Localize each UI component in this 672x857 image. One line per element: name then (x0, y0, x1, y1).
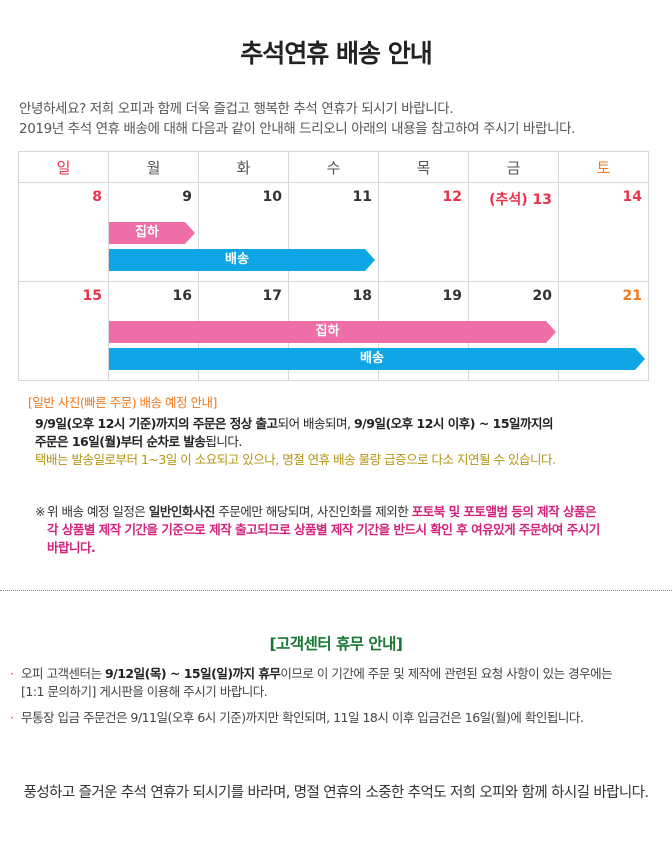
text-segment: 각 상품별 제작 기간을 기준으로 제작 출고되므로 (47, 522, 294, 537)
text-segment: 되어 배송되며, (277, 416, 354, 431)
intro-text: 안녕하세요? 저희 오피과 함께 더욱 즐겁고 행복한 추석 연휴가 되시기 바… (19, 99, 575, 139)
text-segment: 위 배송 예정 일정은 (47, 504, 149, 519)
day-number: 9 (182, 189, 192, 205)
day-cell: 8 (18, 182, 109, 282)
day-number: 15 (82, 288, 102, 304)
list-item: · 오피 고객센터는 9/12일(목) ~ 15일(일)까지 휴무이므로 이 기… (10, 665, 613, 701)
text-segment: 주문은 16일(월)부터 순차로 발송 (35, 434, 206, 449)
day-number: 19 (442, 288, 462, 304)
text-segment: 주문에만 해당되며, 사진인화를 제외한 (214, 504, 412, 519)
delivery-bar-week1: 배송 (109, 249, 375, 271)
note-mark: ※ (35, 504, 45, 519)
text-segment: 9/9일(오후 12시 이후) ~ 15일까지의 (353, 416, 554, 431)
weekday-wed: 수 (288, 151, 379, 183)
production-note: ※ 위 배송 예정 일정은 일반인화사진 주문에만 해당되며, 사진인화를 제외한… (35, 503, 635, 557)
text-segment: 9/9일(오후 12시 기준)까지의 주문은 (35, 416, 230, 431)
day-number: 16 (172, 288, 192, 304)
general-delivery-line-1: 9/9일(오후 12시 기준)까지의 주문은 정상 출고되어 배송되며, 9/9… (28, 415, 555, 433)
text-segment: 9/12일(목) ~ 15일(일)까지 휴무 (104, 666, 281, 681)
weekday-mon: 월 (108, 151, 199, 183)
note-line-2: 각 상품별 제작 기간을 기준으로 제작 출고되므로 상품별 제작 기간을 반드… (35, 521, 635, 539)
pickup-bar-week1: 집하 (109, 222, 195, 244)
customer-center-title: [고객센터 휴무 안내] (269, 635, 403, 653)
day-number: 21 (622, 288, 642, 304)
text-segment: 오피 고객센터는 (21, 666, 105, 681)
text-segment: 무통장 입금 주문건은 9/11일(오후 6시 기준)까지만 확인되며, 11일… (21, 710, 584, 725)
day-number: 18 (352, 288, 372, 304)
day-number: 10 (262, 189, 282, 205)
day-number: 20 (532, 288, 552, 304)
day-cell: 14 (558, 182, 649, 282)
delivery-bar-week2: 배송 (109, 348, 645, 370)
day-number: 11 (352, 189, 372, 205)
note-line-3: 바랍니다. (35, 539, 635, 557)
pickup-bar-week2: 집하 (109, 321, 556, 343)
day-number: (추석) 13 (489, 192, 552, 208)
text-segment: 바랍니다. (47, 540, 96, 555)
weekday-header-row: 일 월 화 수 목 금 토 (18, 151, 649, 183)
general-delivery-line-2: 주문은 16일(월)부터 순차로 발송됩니다. (28, 433, 555, 451)
text-segment: 정상 출고 (229, 416, 278, 431)
bullet-icon: · (10, 711, 14, 725)
day-number: 8 (92, 189, 102, 205)
text-segment: [1:1 문의하기] 게시판을 이용해 주시기 바랍니다. (21, 684, 268, 699)
page-title: 추석연휴 배송 안내 (240, 39, 432, 68)
section-divider (0, 590, 672, 591)
text-segment: 일반인화사진 (148, 504, 216, 519)
general-delivery-heading: [일반 사진(빠른 주문) 배송 예정 안내] (28, 395, 217, 410)
closing-message: 풍성하고 즐거운 추석 연휴가 되시기를 바라며, 명절 연휴의 소중한 추억도… (23, 785, 649, 801)
weekday-sun: 일 (18, 151, 109, 183)
weekday-fri: 금 (468, 151, 559, 183)
weekday-tue: 화 (198, 151, 289, 183)
bullet-icon: · (10, 667, 14, 681)
text-segment: 포토북 및 포토앨범 등의 제작 상품은 (411, 504, 597, 519)
intro-line-1: 안녕하세요? 저희 오피과 함께 더욱 즐겁고 행복한 추석 연휴가 되시기 바… (19, 101, 454, 117)
day-cell: (추석) 13 (468, 182, 559, 282)
day-number: 12 (442, 189, 462, 205)
text-segment: 이므로 이 기간에 주문 및 제작에 관련된 요청 사항이 있는 경우에는 (280, 666, 613, 681)
list-item: · 무통장 입금 주문건은 9/11일(오후 6시 기준)까지만 확인되며, 1… (10, 709, 612, 727)
day-number: 17 (262, 288, 282, 304)
day-number: 14 (622, 189, 642, 205)
text-segment: 상품별 제작 기간을 반드시 확인 후 여유있게 주문하여 주시기 (293, 522, 600, 537)
text-segment: 됩니다. (205, 434, 242, 449)
weekday-sat: 토 (558, 151, 649, 183)
intro-line-2: 2019년 추석 연휴 배송에 대해 다음과 같이 안내해 드리오니 아래의 내… (19, 121, 576, 137)
note-line-1: ※ 위 배송 예정 일정은 일반인화사진 주문에만 해당되며, 사진인화를 제외한… (35, 503, 635, 521)
day-cell: 15 (18, 281, 109, 381)
day-cell: 12 (378, 182, 469, 282)
weekday-thu: 목 (378, 151, 469, 183)
delivery-delay-warning: 택배는 발송일로부터 1~3일 이 소요되고 있으나, 명절 연휴 배송 물량 … (35, 452, 556, 467)
general-delivery-section: [일반 사진(빠른 주문) 배송 예정 안내] 9/9일(오후 12시 기준)까… (28, 394, 556, 469)
customer-center-list: · 오피 고객센터는 9/12일(목) ~ 15일(일)까지 휴무이므로 이 기… (10, 665, 613, 735)
